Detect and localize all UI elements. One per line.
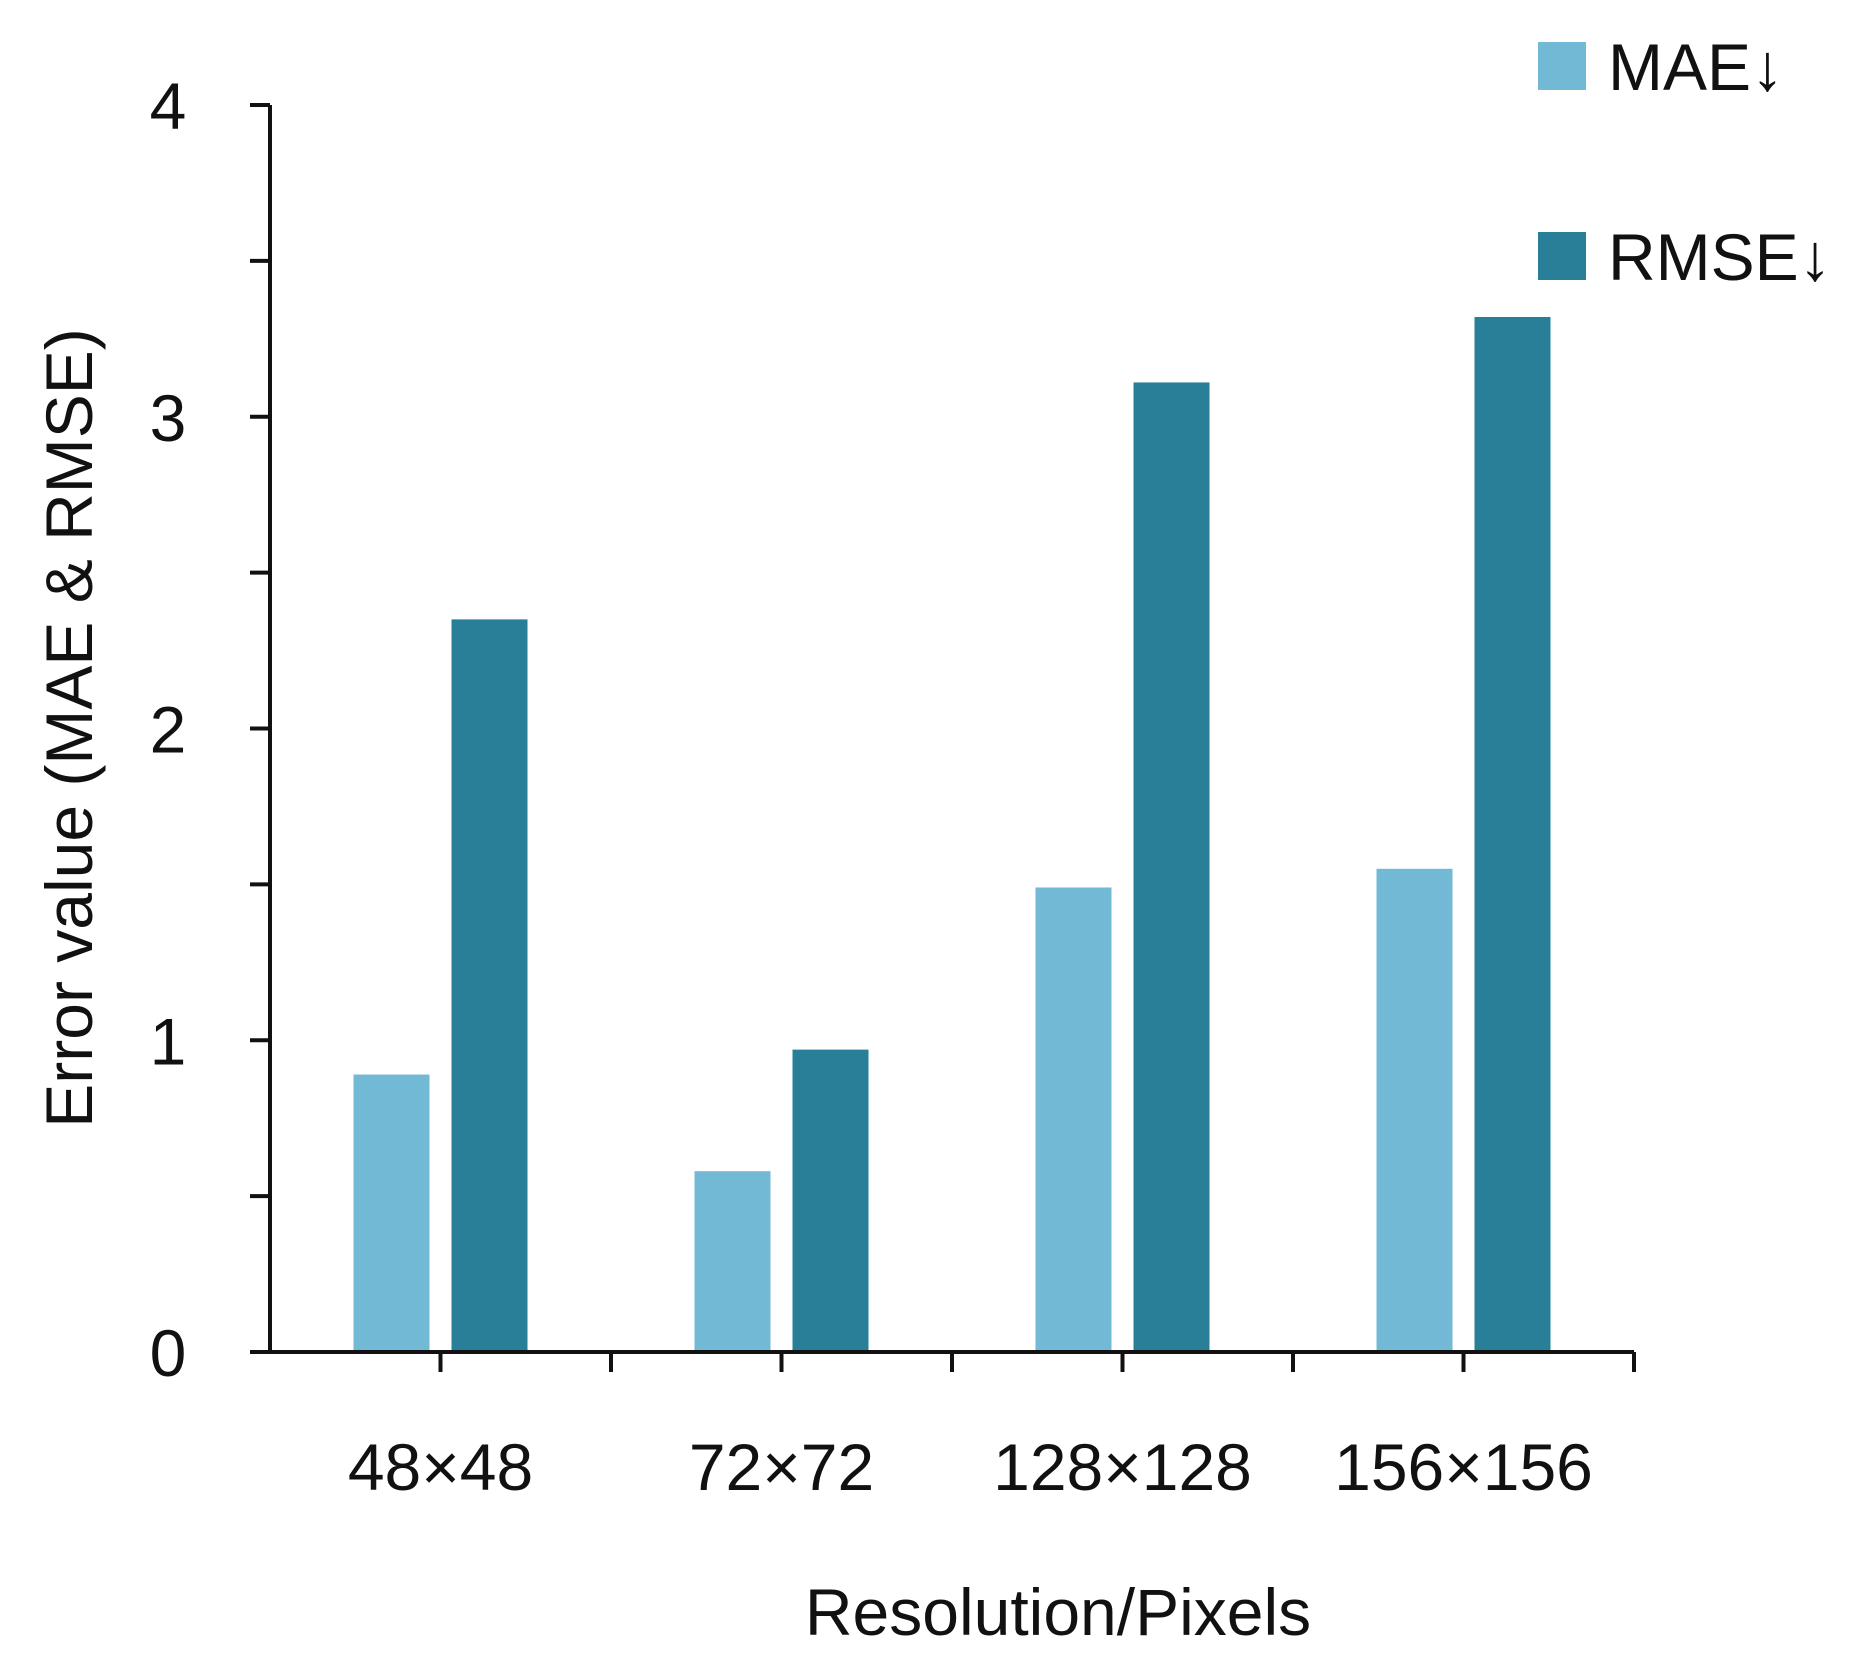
y-tick-label: 4 [150, 69, 187, 143]
x-axis-title: Resolution/Pixels [805, 1575, 1311, 1649]
legend-label: MAE↓ [1608, 30, 1784, 104]
bar-rmse [1133, 382, 1210, 1352]
bars-layer [353, 316, 1551, 1352]
bar-rmse [792, 1049, 869, 1352]
bar-mae [353, 1074, 430, 1352]
legend-swatch [1538, 42, 1586, 90]
bar-mae [1035, 887, 1112, 1352]
y-axis-title: Error value (MAE & RMSE) [32, 328, 106, 1127]
y-tick-label: 1 [150, 1004, 187, 1078]
legend-swatch [1538, 232, 1586, 280]
y-tick-label: 3 [150, 381, 187, 455]
x-tick-label: 72×72 [689, 1430, 874, 1504]
bar-rmse [1474, 316, 1551, 1352]
ticks-layer: 0 1 2 3 4 48×48 72×72 128×128 156×156 [150, 69, 1636, 1504]
x-tick-label: 128×128 [993, 1430, 1252, 1504]
legend-label: RMSE↓ [1608, 220, 1832, 294]
bar-mae [694, 1171, 771, 1352]
y-tick-label: 2 [150, 693, 187, 767]
legend: MAE↓ RMSE↓ [1538, 30, 1832, 294]
y-tick-label: 0 [150, 1316, 187, 1390]
x-tick-label: 48×48 [348, 1430, 533, 1504]
x-tick-label: 156×156 [1334, 1430, 1593, 1504]
bar-mae [1376, 868, 1453, 1352]
bar-rmse [451, 619, 528, 1352]
